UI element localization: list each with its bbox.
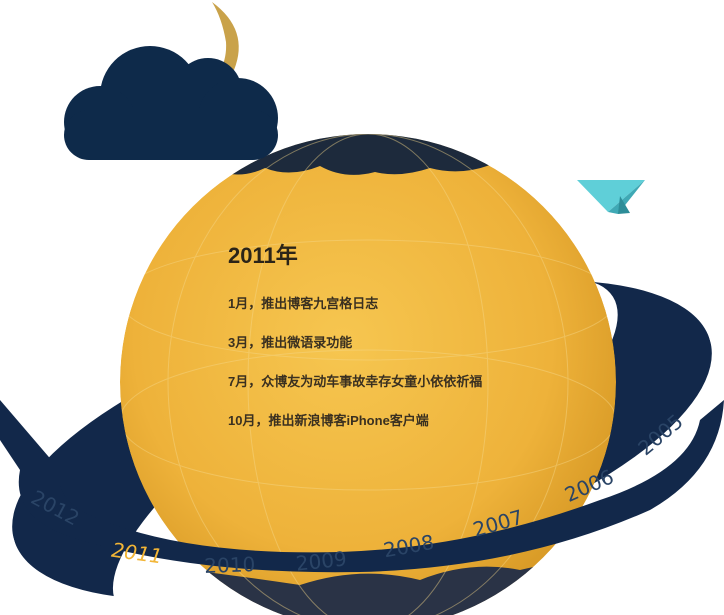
event-item: 3月，推出微语录功能 xyxy=(228,335,353,350)
planet-bottom-cap xyxy=(120,558,616,615)
year-tab[interactable]: 2009 xyxy=(295,546,348,575)
event-item: 1月，推出博客九宫格日志 xyxy=(228,296,379,311)
paper-plane-icon xyxy=(577,180,645,214)
event-item: 7月，众博友为动车事故幸存女童小依依祈福 xyxy=(228,374,483,389)
ring-front xyxy=(0,400,724,573)
year-detail-panel: 2011年 1月，推出博客九宫格日志 3月，推出微语录功能 7月，众博友为动车事… xyxy=(228,238,548,452)
current-year-title: 2011年 xyxy=(228,243,298,268)
event-item: 10月，推出新浪博客iPhone客户端 xyxy=(228,413,429,428)
cloud-icon xyxy=(64,46,278,160)
year-tab[interactable]: 2010 xyxy=(204,552,256,578)
